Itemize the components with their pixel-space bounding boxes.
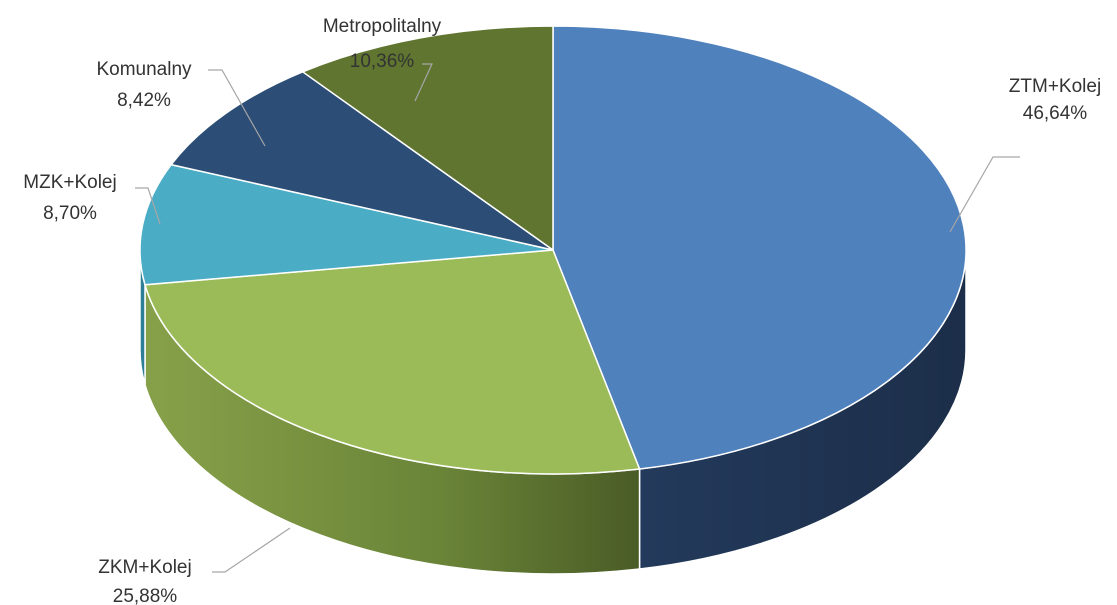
slice-label-ztm-kolej: ZTM+Kolej [1009, 76, 1101, 97]
pie-slice-komunalny [169, 70, 554, 251]
leader-line-ztm-kolej [949, 156, 1020, 233]
slice-label-metropolitalny: Metropolitalny [323, 16, 442, 37]
leader-lines [135, 63, 1020, 573]
leader-line-metropolitalny [414, 63, 433, 102]
pie-top-faces [139, 25, 967, 475]
leader-line-mzk-kolej [135, 187, 161, 225]
slice-value-ztm-kolej: 46,64% [1023, 103, 1088, 124]
slice-label-mzk-kolej: MZK+Kolej [23, 172, 116, 193]
pie-slice-ztm-kolej [552, 25, 967, 470]
pie-slice-zkm-kolej [144, 249, 641, 475]
slice-value-mzk-kolej: 8,70% [43, 203, 97, 224]
slice-label-zkm-kolej: ZKM+Kolej [98, 557, 191, 578]
pie-slice-metropolitalny [301, 25, 554, 252]
slice-value-komunalny: 8,42% [117, 90, 171, 111]
leader-line-komunalny [208, 69, 266, 147]
data-labels: ZTM+Kolej 46,64% ZKM+Kolej 25,88% MZK+Kolej 8… [23, 16, 1101, 605]
leader-line-zkm-kolej [212, 527, 291, 573]
pie-slice-mzk-kolej [139, 163, 554, 286]
slice-value-zkm-kolej: 25,88% [113, 586, 178, 605]
slice-value-metropolitalny: 10,36% [350, 51, 415, 72]
slice-label-komunalny: Komunalny [96, 59, 192, 80]
